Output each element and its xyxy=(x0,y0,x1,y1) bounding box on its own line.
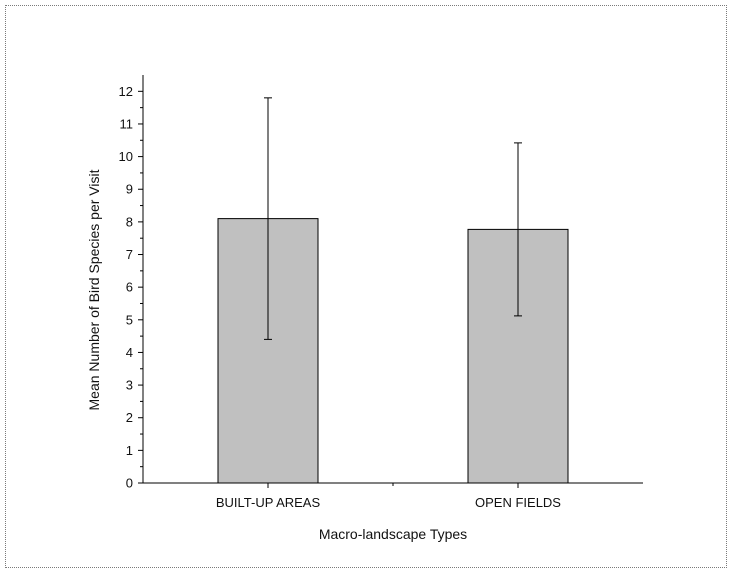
y-axis-title: Mean Number of Bird Species per Visit xyxy=(86,169,102,410)
x-axis-title: Macro-landscape Types xyxy=(319,526,467,542)
y-tick-label: 9 xyxy=(126,182,133,197)
y-tick-label: 0 xyxy=(126,476,133,491)
y-tick-label: 2 xyxy=(126,410,133,425)
y-tick-label: 12 xyxy=(119,84,133,99)
y-tick-label: 4 xyxy=(126,345,133,360)
bars xyxy=(217,218,569,484)
y-tick-label: 3 xyxy=(126,378,133,393)
y-tick-label: 8 xyxy=(126,214,133,229)
x-axis: BUILT-UP AREAS OPEN FIELDS xyxy=(143,482,643,510)
y-tick-label: 5 xyxy=(126,312,133,327)
error-bar xyxy=(264,97,272,340)
y-tick-label: 11 xyxy=(120,116,134,131)
x-tick-label: BUILT-UP AREAS xyxy=(216,495,321,510)
y-tick-label: 7 xyxy=(126,247,133,262)
y-tick-label: 6 xyxy=(126,280,133,295)
figure-frame xyxy=(5,5,727,568)
y-tick-label: 10 xyxy=(119,149,133,164)
y-tick-label: 1 xyxy=(126,443,133,458)
x-tick-label: OPEN FIELDS xyxy=(475,495,561,510)
error-bar xyxy=(514,142,522,317)
error-bars xyxy=(264,97,522,340)
